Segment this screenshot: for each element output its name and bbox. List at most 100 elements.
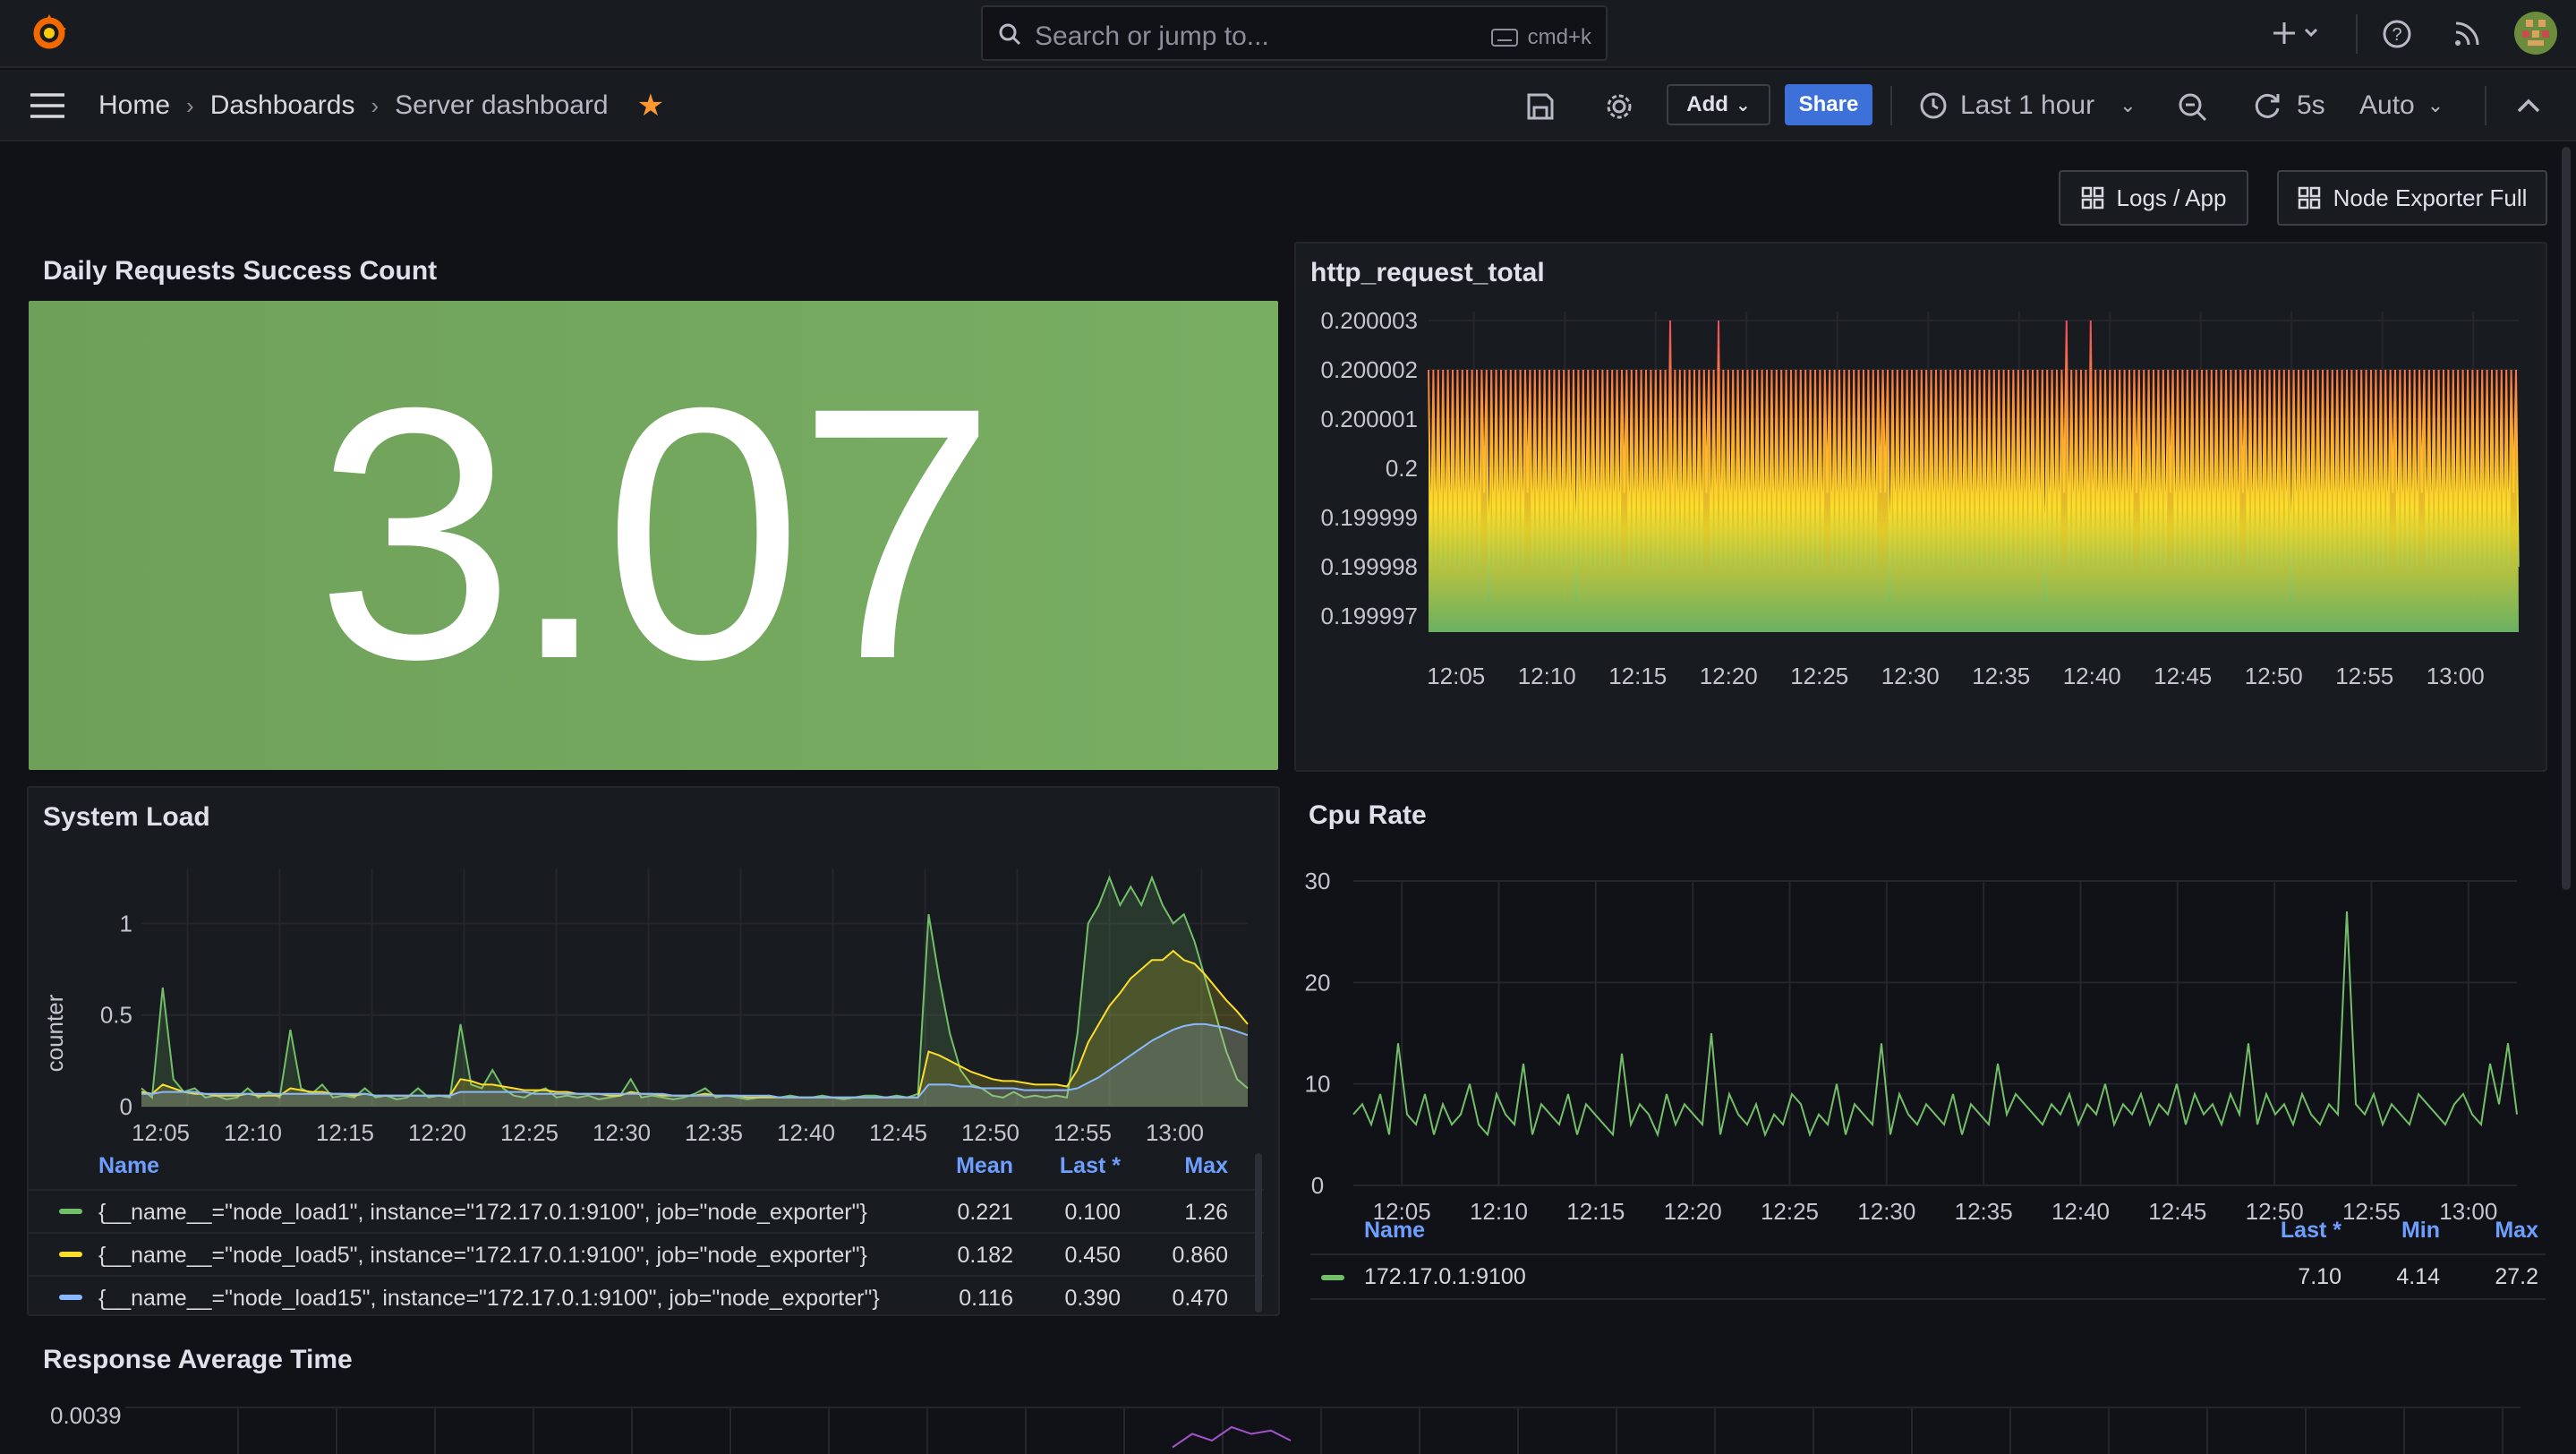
legend-header-name[interactable]: Name xyxy=(1364,1218,1426,1243)
series-last: 0.390 xyxy=(1064,1286,1121,1311)
time-range-picker[interactable]: Last 1 hour ⌄ xyxy=(1919,86,2137,125)
save-icon[interactable] xyxy=(1525,91,1556,122)
divider xyxy=(2485,86,2486,125)
add-button-label: Add xyxy=(1686,92,1728,116)
y-tick-label: 0.199998 xyxy=(1321,553,1418,580)
series-line-node_load1 xyxy=(141,875,1249,1100)
series-max: 0.860 xyxy=(1172,1243,1228,1268)
system-load-chart[interactable]: 0 0.5 1 12:05 12:10 12:15 12:20 12:25 12:30 12:35… xyxy=(29,851,1278,1146)
legend-table: Name Last * Min Max 172.17.0.1:9100 7.10… xyxy=(1294,1216,2547,1314)
breadcrumb-home[interactable]: Home xyxy=(98,90,171,120)
panel-title: http_request_total xyxy=(1310,258,1545,287)
legend-header-max[interactable]: Max xyxy=(2495,1218,2538,1243)
zoom-out-icon[interactable] xyxy=(2177,91,2209,124)
x-tick-label: 12:45 xyxy=(2148,1198,2206,1225)
series-max: 1.26 xyxy=(1184,1200,1228,1225)
x-tick-label: 12:10 xyxy=(224,1119,282,1146)
menu-icon[interactable] xyxy=(29,91,66,120)
chevron-right-icon: › xyxy=(186,91,194,119)
cpu-rate-chart[interactable]: 0 10 20 30 12:05 12:10 12:15 12:20 12:25 12:30 12:… xyxy=(1294,849,2544,1225)
chevron-down-icon: ⌄ xyxy=(2427,94,2444,116)
x-tick-label: 12:55 xyxy=(2335,663,2393,689)
x-tick-label: 12:20 xyxy=(408,1119,466,1146)
search-input[interactable]: Search or jump to... cmd+k xyxy=(981,5,1608,61)
y-tick-label: 0.200003 xyxy=(1321,307,1418,334)
search-shortcut: cmd+k xyxy=(1527,25,1591,49)
y-tick-label: 0 xyxy=(1311,1172,1324,1199)
x-tick-label: 12:55 xyxy=(1053,1119,1112,1146)
legend-header-last[interactable]: Last * xyxy=(1059,1153,1121,1178)
legend-header-last[interactable]: Last * xyxy=(2280,1218,2341,1243)
series-color-swatch xyxy=(59,1252,82,1257)
x-tick-label: 12:45 xyxy=(869,1119,927,1146)
search-icon xyxy=(999,23,1021,46)
link-node-exporter[interactable]: Node Exporter Full xyxy=(2277,170,2547,226)
x-tick-label: 12:40 xyxy=(2063,663,2121,689)
help-icon[interactable]: ? xyxy=(2381,18,2413,50)
x-tick-label: 12:30 xyxy=(593,1119,651,1146)
series-line-node_load15 xyxy=(141,1022,1249,1099)
refresh-icon xyxy=(2255,93,2280,118)
x-tick-label: 12:10 xyxy=(1470,1198,1528,1225)
divider xyxy=(2356,14,2358,54)
link-logs-app[interactable]: Logs / App xyxy=(2059,170,2248,226)
refresh-picker[interactable]: 5s xyxy=(2252,86,2325,125)
x-tick-label: 12:35 xyxy=(1972,663,2030,689)
x-tick-label: 12:50 xyxy=(2246,1198,2304,1225)
y-axis-title: counter xyxy=(41,994,68,1072)
x-tick-label: 12:15 xyxy=(1608,663,1667,689)
panel-title: System Load xyxy=(43,802,210,832)
x-tick-label: 12:40 xyxy=(777,1119,835,1146)
legend-row[interactable]: {__name__="node_load15", instance="172.1… xyxy=(29,1275,1264,1316)
stat-background: 3.07 xyxy=(29,301,1278,770)
news-feed-icon[interactable] xyxy=(2451,18,2483,50)
panel-title: Daily Requests Success Count xyxy=(43,256,438,286)
x-tick-label: 13:00 xyxy=(2439,1198,2497,1225)
chevron-down-icon: ⌄ xyxy=(2120,94,2137,116)
legend-row[interactable]: {__name__="node_load5", instance="172.17… xyxy=(29,1232,1264,1275)
breadcrumb-current: Server dashboard xyxy=(395,90,609,120)
series-area-node_load1 xyxy=(141,877,1248,1107)
favorite-star-icon[interactable]: ★ xyxy=(636,88,665,124)
settings-gear-icon[interactable] xyxy=(1604,91,1634,122)
legend-header-mean[interactable]: Mean xyxy=(956,1153,1013,1178)
legend-row[interactable]: 172.17.0.1:9100 7.10 4.14 27.2 xyxy=(1294,1255,2547,1298)
legend-header-min[interactable]: Min xyxy=(2401,1218,2440,1243)
series-mean: 0.221 xyxy=(957,1200,1013,1225)
collapse-chevron-up-icon[interactable] xyxy=(2515,95,2542,116)
link-logs-app-label: Logs / App xyxy=(2116,184,2227,211)
x-tick-label: 12:50 xyxy=(961,1119,1019,1146)
legend-row[interactable]: {__name__="node_load1", instance="172.17… xyxy=(29,1189,1264,1232)
share-button[interactable]: Share xyxy=(1785,84,1872,125)
y-axis-label: 0.0039 xyxy=(50,1402,122,1429)
add-button[interactable]: Add ⌄ xyxy=(1667,84,1770,125)
page-scrollbar[interactable] xyxy=(2562,147,2571,890)
x-tick-label: 12:25 xyxy=(1790,663,1848,689)
legend-scrollbar[interactable] xyxy=(1255,1153,1262,1313)
y-tick-label: 0.2 xyxy=(1386,455,1418,482)
search-placeholder: Search or jump to... xyxy=(1035,21,1269,51)
y-tick-label: 0.199997 xyxy=(1321,603,1418,629)
series-mean: 0.116 xyxy=(959,1286,1013,1311)
auto-picker[interactable]: Auto ⌄ xyxy=(2359,86,2444,125)
series-color-swatch xyxy=(1321,1275,1344,1280)
grafana-logo-icon[interactable] xyxy=(27,11,72,56)
add-new-icon[interactable] xyxy=(2272,18,2325,48)
breadcrumb-dashboards[interactable]: Dashboards xyxy=(209,90,355,120)
chevron-right-icon: › xyxy=(371,91,380,119)
keyboard-icon xyxy=(1491,29,1518,47)
series-color-swatch xyxy=(59,1209,82,1214)
x-tick-label: 12:05 xyxy=(1373,1198,1431,1225)
x-tick-label: 12:55 xyxy=(2342,1198,2401,1225)
legend-header-name[interactable]: Name xyxy=(98,1153,160,1178)
http-request-chart[interactable]: 0.200003 0.200002 0.200001 0.2 0.199999 0.199… xyxy=(1296,306,2546,772)
clock-icon xyxy=(1920,92,1947,119)
legend-header-max[interactable]: Max xyxy=(1184,1153,1228,1178)
user-avatar[interactable] xyxy=(2513,11,2558,56)
response-average-chart[interactable] xyxy=(27,1393,2547,1454)
x-tick-label: 12:05 xyxy=(132,1119,190,1146)
breadcrumb: Home › Dashboards › Server dashboard ★ xyxy=(98,88,664,124)
stat-value: 3.07 xyxy=(315,333,997,733)
y-tick-label: 0.200001 xyxy=(1321,406,1418,432)
panel-cpu-rate: Cpu Rate 0 10 20 30 12:05 12:10 12:15 12:20 12:2… xyxy=(1294,786,2547,1316)
